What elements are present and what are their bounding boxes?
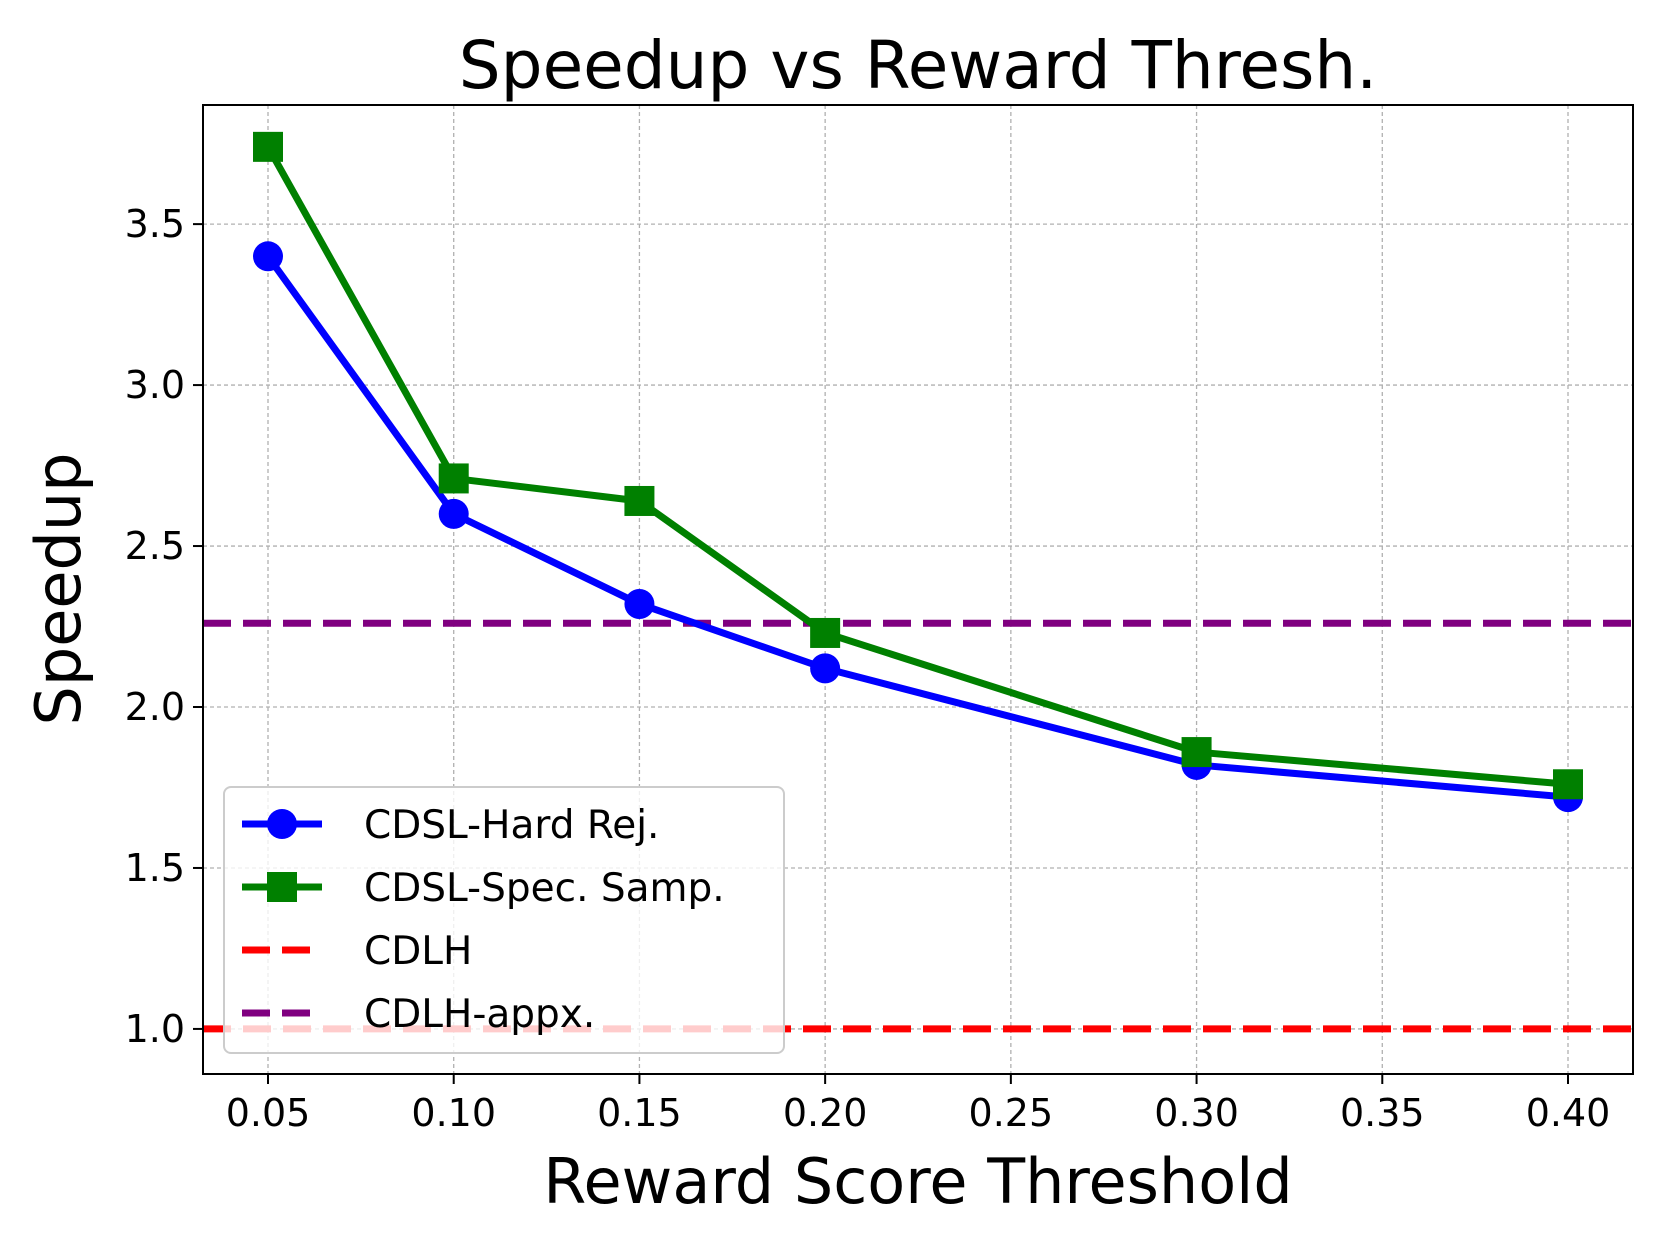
- legend-label-cdsl-hard-rej: CDSL-Hard Rej.: [364, 803, 659, 848]
- y-tick-label: 3.5: [125, 202, 185, 246]
- y-tick-label: 1.0: [125, 1007, 185, 1051]
- data-point-cdsl-hard-rej: [624, 588, 655, 619]
- data-point-cdsl-hard-rej: [253, 241, 283, 272]
- legend-box: [223, 786, 785, 1054]
- x-tick-label: 0.40: [1526, 1091, 1611, 1135]
- x-axis-title: Reward Score Threshold: [543, 1145, 1293, 1218]
- data-point-cdsl-hard-rej: [810, 653, 841, 684]
- x-tick-label: 0.15: [597, 1091, 682, 1135]
- y-tick-label: 2.0: [125, 685, 185, 729]
- x-tick-label: 0.20: [783, 1091, 868, 1135]
- x-tick-label: 0.30: [1154, 1091, 1239, 1135]
- series-layer: [253, 131, 1583, 813]
- legend-marker-cdsl-spec-samp: [267, 872, 297, 902]
- y-tick-label: 2.5: [125, 524, 185, 568]
- x-tick-label: 0.25: [969, 1091, 1054, 1135]
- y-axis-title: Speedup: [22, 452, 95, 725]
- series-line-cdsl-spec-samp: [264, 145, 1569, 788]
- legend: CDSL-Hard Rej. CDSL-Spec. Samp. CDLH CDLH-a…: [223, 786, 785, 1054]
- data-point-cdsl-spec-samp: [253, 131, 283, 162]
- y-axis-ticks: 1.0 1.5 2.0 2.5 3.0 3.5: [125, 202, 203, 1051]
- data-point-cdsl-spec-samp: [624, 485, 655, 516]
- data-point-cdsl-hard-rej: [438, 498, 469, 529]
- legend-label-cdlh: CDLH: [364, 929, 472, 974]
- data-point-cdsl-spec-samp: [438, 463, 469, 494]
- chart-title: Speedup vs Reward Thresh.: [459, 27, 1377, 104]
- y-tick-label: 3.0: [125, 363, 185, 407]
- legend-label-cdlh-appx: CDLH-appx.: [364, 992, 595, 1037]
- x-tick-label: 0.35: [1340, 1091, 1425, 1135]
- plot-frame: [202, 104, 1634, 1075]
- x-axis-ticks: 0.05 0.10 0.15 0.20 0.25 0.30 0.35 0.40: [226, 1074, 1611, 1135]
- x-tick-label: 0.05: [226, 1091, 311, 1135]
- legend-label-cdsl-spec-samp: CDSL-Spec. Samp.: [364, 866, 725, 911]
- data-point-cdsl-spec-samp: [1181, 737, 1212, 768]
- data-point-cdsl-spec-samp: [1553, 769, 1583, 800]
- legend-marker-cdsl-hard-rej: [267, 809, 297, 839]
- data-point-cdsl-spec-samp: [810, 617, 841, 648]
- y-tick-label: 1.5: [125, 846, 185, 890]
- series-line-cdsl-hard-rej: [265, 254, 1569, 801]
- x-tick-label: 0.10: [411, 1091, 496, 1135]
